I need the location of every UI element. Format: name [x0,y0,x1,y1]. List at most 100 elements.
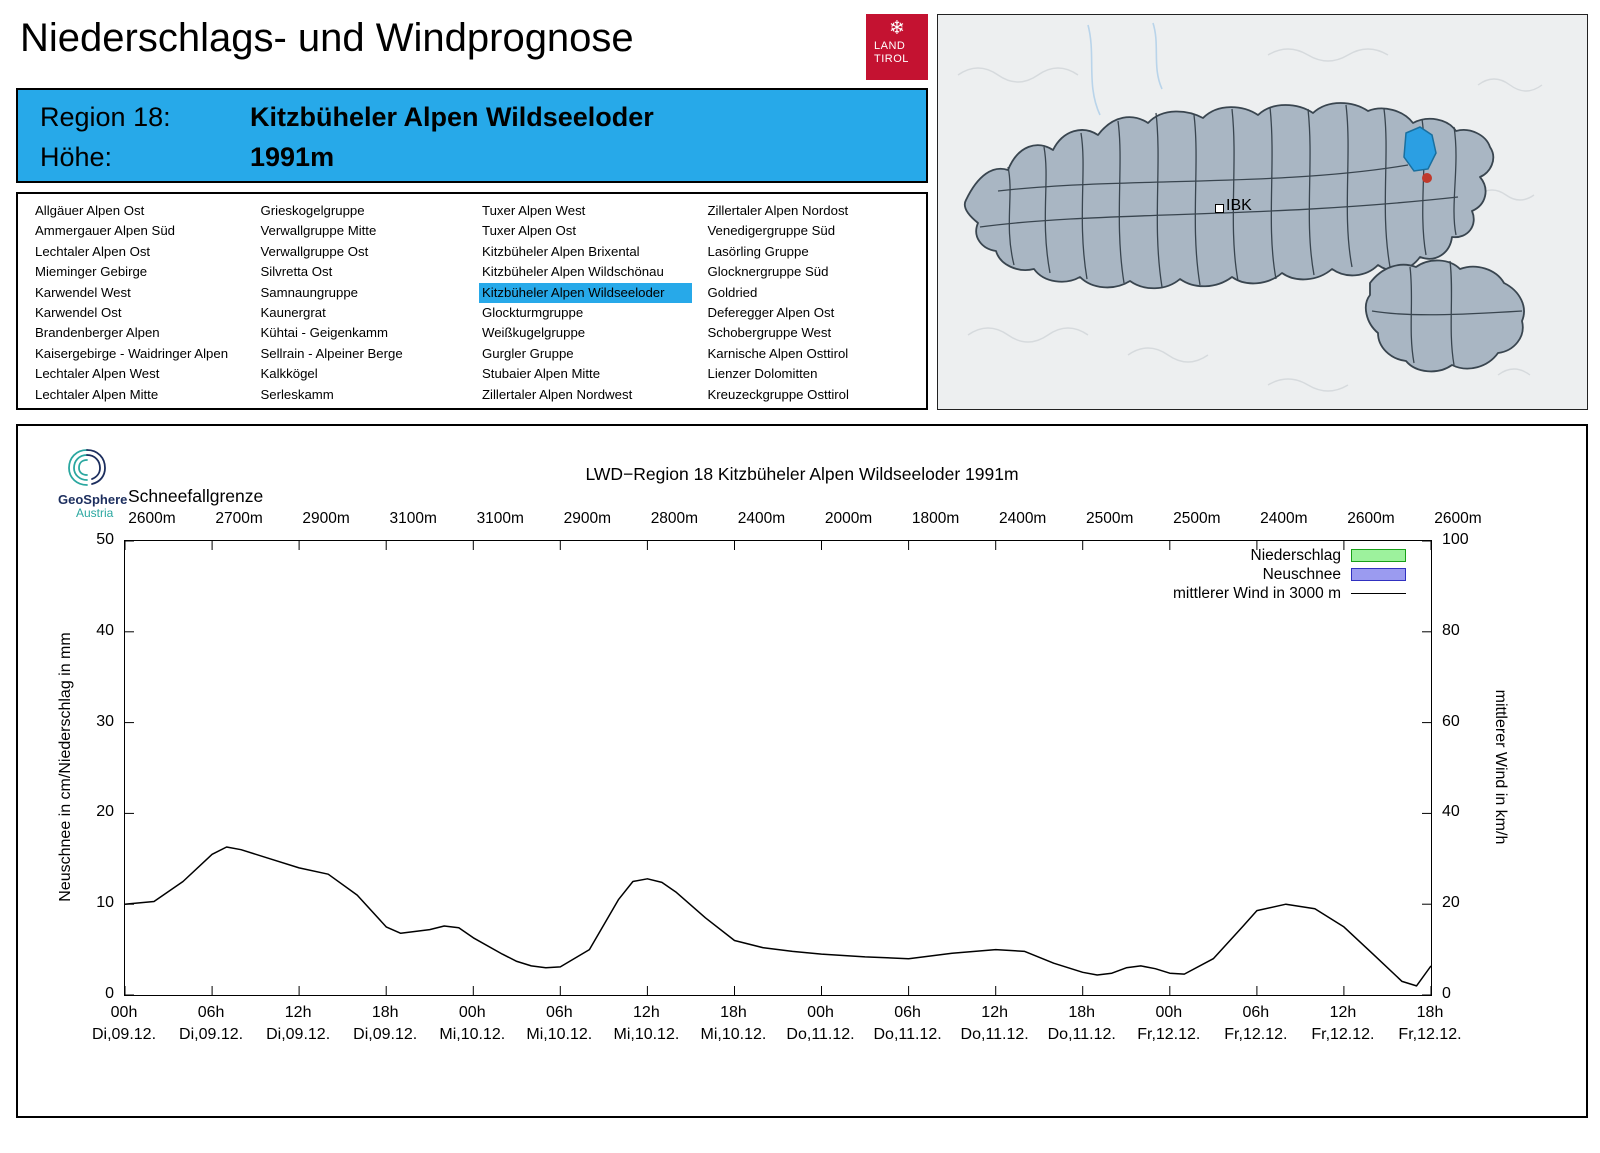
region-list-item[interactable]: Stubaier Alpen Mitte [482,366,601,382]
region-list-item[interactable]: Kaisergebirge - Waidringer Alpen [35,345,229,361]
altitude-value: 1991m [250,142,335,172]
region-list-item[interactable]: Verwallgruppe Ost [260,243,369,259]
region-list-item[interactable]: Kreuzeckgruppe Osttirol [707,386,849,402]
region-list-item[interactable]: Grieskogelgruppe [260,203,365,218]
region-list-item[interactable]: Karnische Alpen Osttirol [707,345,849,361]
x-tick-time: 06h [894,1004,921,1021]
snowline-value: 2500m [1173,510,1221,527]
snowline-value: 1800m [911,510,960,527]
ibk-marker-square [1215,204,1224,213]
legend-swatch-line [1351,593,1406,594]
region-list-item[interactable]: Ammergauer Alpen Süd [35,223,176,239]
region-list-item[interactable]: Brandenberger Alpen [35,325,160,341]
x-tick-date: Do,11.12. [873,1026,942,1043]
region-list-item[interactable]: Zillertaler Alpen Nordost [707,203,849,218]
snowline-value: 2600m [1347,510,1395,527]
altitude-label: Höhe: [40,142,113,172]
region-list-item[interactable]: Lechtaler Alpen Mitte [35,386,159,402]
region-list-item[interactable]: Goldried [707,284,758,300]
region-list-item[interactable]: Weißkugelgruppe [482,325,586,341]
map-region [963,102,1495,290]
x-tick-time: 18h [1068,1004,1096,1021]
region-list-item[interactable]: Allgäuer Alpen Ost [35,203,145,218]
region-list-item[interactable]: Kaunergrat [260,304,326,320]
x-tick-time: 12h [633,1004,660,1021]
x-tick-date: Mi,10.12. [700,1026,767,1043]
x-tick-date: Mi,10.12. [439,1026,506,1043]
region-list-item[interactable]: Verwallgruppe Mitte [260,223,377,239]
map-region-selected[interactable] [1403,126,1437,172]
y-right-tick-label: 20 [1442,894,1460,912]
x-tick-time: 06h [1242,1004,1270,1021]
y-left-tick-label: 50 [96,531,114,548]
region-list-item[interactable]: Tuxer Alpen West [482,203,586,218]
x-tick-date: Fr,12.12. [1224,1026,1288,1043]
region-list-item[interactable]: Kitzbüheler Alpen Wildschönau [482,264,664,280]
x-tick-time: 18h [720,1004,747,1021]
legend-label: mittlerer Wind in 3000 m [1173,584,1341,602]
snowline-value: 2000m [824,510,873,527]
logo-line2: TIROL [874,53,909,65]
x-tick-time: 00h [807,1004,834,1021]
geosphere-swirl-icon [68,449,106,486]
river-lines [1087,22,1163,116]
region-list-column: Zillertaler Alpen Nordost Venedigergruppe… [704,201,926,408]
legend-row: Neuschnee [858,565,1406,584]
x-tick-date: Di,09.12. [91,1026,157,1043]
region-list-item[interactable]: Venedigergruppe Süd [707,223,836,239]
region-list-item[interactable]: Kitzbüheler Alpen Brixental [482,243,640,259]
region-list-item[interactable]: Gurgler Gruppe [482,345,574,361]
land-tirol-logo: ❄ LAND TIROL [866,14,928,80]
region-list-item[interactable]: Silvretta Ost [260,264,333,280]
region-list-item[interactable]: Tuxer Alpen Ost [482,223,577,239]
region-list-item[interactable]: Lechtaler Alpen West [35,366,160,382]
region-list-item[interactable]: Lechtaler Alpen Ost [35,243,151,259]
region-list-column: Allgäuer Alpen Ost Ammergauer Alpen Süd Le… [32,201,257,408]
y-right-tick-label: 80 [1442,621,1460,639]
map-region-north-tirol[interactable] [963,102,1495,290]
region-list-item[interactable]: Lienzer Dolomitten [707,366,818,382]
x-tick-date: Di,09.12. [353,1026,418,1043]
x-tick-date: Do,11.12. [1047,1026,1116,1043]
region-list-item[interactable]: Sellrain - Alpeiner Berge [260,345,403,361]
region-list-item-selected[interactable]: Kitzbüheler Alpen Wildseeloder [479,282,693,303]
snowline-value: 2800m [650,510,699,527]
region-list: Allgäuer Alpen Ost Ammergauer Alpen Süd Le… [16,192,928,410]
region-list-item[interactable]: Glockturmgruppe [482,304,584,320]
x-tick-time: 12h [1329,1004,1357,1021]
y-left-tick-label: 0 [105,985,114,1002]
snowline-value: 2400m [998,510,1047,527]
map-label-ibk: IBK [1226,197,1252,214]
region-list-item[interactable]: Schobergruppe West [707,325,832,341]
x-tick-date: Do,11.12. [786,1026,855,1043]
x-tick-date: Fr,12.12. [1311,1026,1375,1043]
y-right-tick-label: 60 [1442,712,1460,730]
region-list-item[interactable]: Karwendel Ost [35,304,122,320]
geosphere-name: GeoSphere [58,492,128,507]
x-tick-time: 12h [284,1004,312,1021]
x-tick-date: Di,09.12. [266,1026,331,1043]
legend-row: Niederschlag [858,546,1406,565]
region-list-item[interactable]: Lasörling Gruppe [707,243,809,259]
region-row: Region 18: Kitzbüheler Alpen Wildseeloder [40,102,654,133]
map-region-east-tirol[interactable] [1364,259,1525,373]
y-left-tick-label: 10 [96,894,114,912]
region-list-item[interactable]: Zillertaler Alpen Nordwest [482,386,633,402]
region-list-item[interactable]: Deferegger Alpen Ost [707,304,835,320]
x-tick-date: Fr,12.12. [1137,1026,1201,1043]
region-list-item[interactable]: Kühtai - Geigenkamm [260,325,389,341]
region-list-item[interactable]: Mieminger Gebirge [35,264,148,280]
region-list-item[interactable]: Glocknergruppe Süd [707,264,829,280]
x-tick-date: Do,11.12. [960,1026,1029,1043]
y-left-tick-label: 40 [96,621,114,639]
region-list-item[interactable]: Kalkkögel [260,366,318,382]
snowline-value: 2700m [215,510,263,527]
region-list-item[interactable]: Karwendel West [35,284,131,300]
region-list-item[interactable]: Samnaungruppe [260,284,358,300]
x-tick-time: 06h [545,1004,573,1021]
region-label: Region 18: [40,102,171,132]
snowline-label: Schneefallgrenze [128,486,264,506]
region-list-item[interactable]: Serleskamm [260,386,334,402]
legend-label: Niederschlag [1250,546,1341,564]
